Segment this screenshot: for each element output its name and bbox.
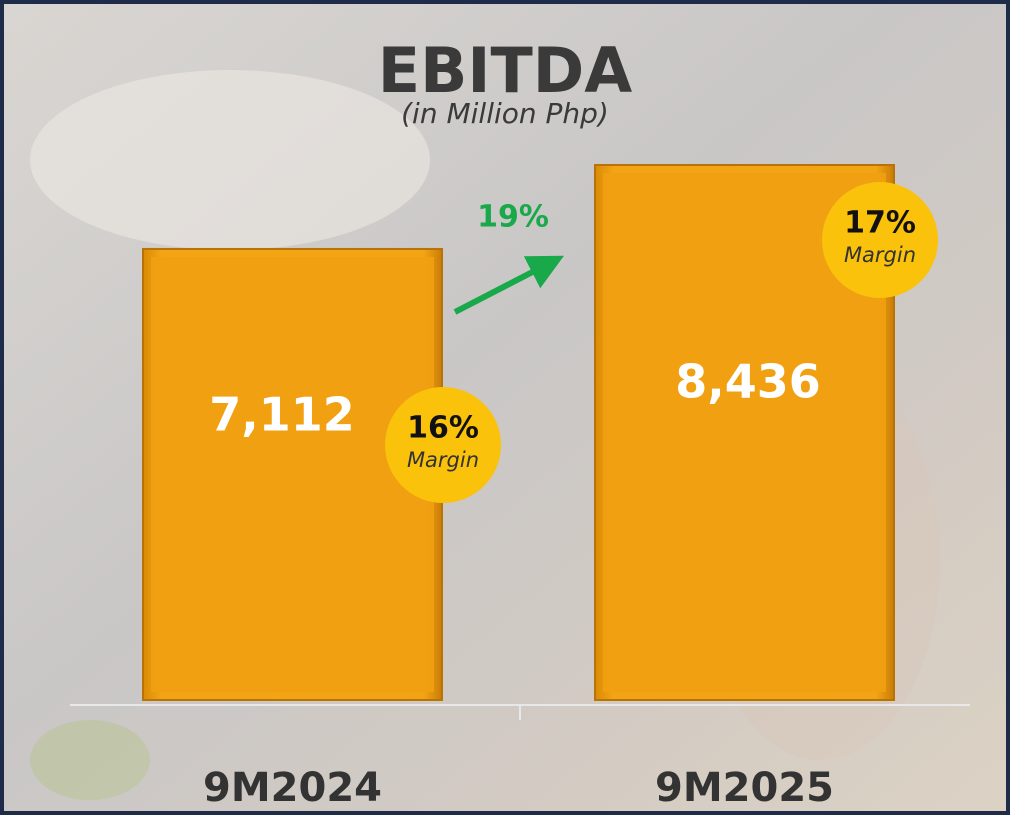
value-label: 7,112 [209,388,355,442]
growth-label: 19% [477,200,549,235]
growth-arrow [453,255,564,315]
x-tick-label: 9M2024 [203,765,382,811]
margin-label: 16% [407,411,479,446]
x-tick-label: 9M2025 [655,765,834,811]
background-shape [30,70,430,250]
chart-title: EBITDA [378,34,632,107]
bar-highlight [151,256,434,692]
margin-label: 17% [844,206,916,241]
margin-badge [822,182,938,298]
value-label: 8,436 [675,355,821,409]
margin-caption: Margin [844,243,916,267]
chart-subtitle: (in Million Php) [401,97,609,130]
margin-badge [385,387,501,503]
background-shape [30,720,150,800]
margin-caption: Margin [407,448,479,472]
